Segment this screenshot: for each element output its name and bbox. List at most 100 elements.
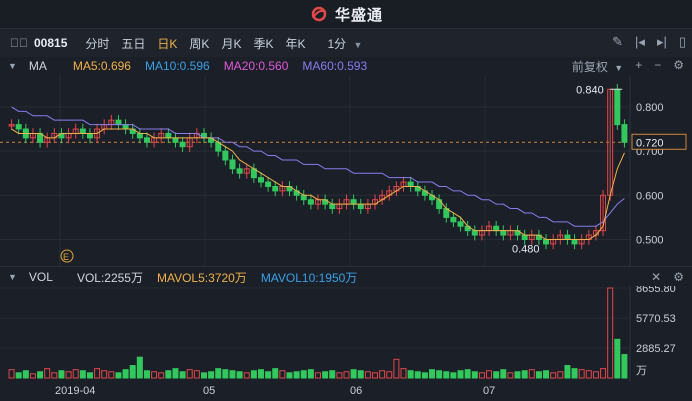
volume-bar	[101, 370, 108, 379]
draw-pencil-icon[interactable]: ✎	[612, 34, 624, 49]
volume-bar	[58, 370, 65, 379]
volume-bar	[550, 372, 557, 379]
volume-bar	[457, 370, 464, 379]
volume-bar	[343, 371, 350, 379]
candle-body	[307, 199, 314, 205]
volume-bar	[386, 371, 393, 379]
prev-stock-icon[interactable]: |◂	[635, 34, 645, 49]
volume-bar	[350, 369, 357, 379]
chart-toolbar: ▯⃒ 00815 分时 五日 日K 周K 月K 季K 年K 1分 ▼ ✎ |◂ …	[0, 28, 692, 58]
volume-bar	[250, 370, 257, 379]
volume-bar	[79, 370, 86, 379]
volume-bar	[486, 370, 493, 379]
volume-bar	[293, 371, 300, 379]
chevron-down-icon: ▼	[614, 62, 624, 73]
volume-bar	[592, 371, 599, 379]
next-stock-icon[interactable]: ▸|	[656, 34, 667, 49]
interval-select[interactable]: 1分 ▼	[327, 35, 362, 52]
collapse-arrow-icon[interactable]: ▼	[8, 272, 17, 282]
volume-bar	[436, 370, 443, 379]
candle-body	[243, 168, 250, 174]
gear-icon[interactable]: ⚙	[673, 270, 684, 284]
candle-body	[265, 181, 272, 187]
volume-bar	[122, 369, 129, 379]
candle-body	[614, 88, 621, 126]
volume-bar	[364, 371, 371, 379]
tab-niank[interactable]: 年K	[285, 36, 306, 51]
volume-bar	[429, 369, 436, 379]
tab-zhouk[interactable]: 周K	[189, 36, 210, 51]
x-tick-label: 07	[483, 385, 495, 397]
candle-body	[79, 128, 86, 134]
volume-bar	[464, 369, 471, 379]
volume-bar	[51, 372, 58, 379]
volume-bar	[336, 372, 343, 379]
adjust-select[interactable]: 前复权 ▼	[572, 58, 623, 75]
volume-bar	[136, 356, 143, 379]
volume-bar	[543, 370, 550, 379]
ma60-line	[11, 106, 625, 227]
ma-indicator-bar: ▼ MA MA5:0.696 MA10:0.596 MA20:0.560 MA6…	[0, 57, 692, 75]
volume-bar	[8, 369, 15, 379]
volume-bar	[65, 371, 72, 379]
vol-name[interactable]: VOL	[28, 270, 53, 284]
app-title: 华盛通	[334, 6, 383, 24]
gear-icon[interactable]: ⚙	[673, 57, 684, 72]
collapse-arrow-icon[interactable]: ▼	[8, 61, 17, 71]
tab-yuek[interactable]: 月K	[221, 36, 242, 51]
volume-bar	[564, 365, 571, 379]
ma10-value: MA10:0.596	[144, 59, 210, 73]
volume-bar	[450, 372, 457, 379]
candle-body	[600, 194, 607, 232]
vol-controls: ✕ ⚙	[651, 270, 684, 284]
minus-icon[interactable]: −	[654, 57, 662, 72]
volume-bar	[44, 368, 51, 379]
price-tick-label: 0.600	[636, 190, 664, 202]
candle-body	[122, 124, 129, 130]
toolbar-actions: ✎ |◂ ▸| ▯	[612, 34, 686, 50]
panel-toggle-icon[interactable]: ▯⃒	[10, 36, 28, 50]
volume-bar	[557, 371, 564, 379]
candle-body	[257, 177, 264, 183]
tab-jik[interactable]: 季K	[253, 36, 274, 51]
volume-bar	[414, 371, 421, 379]
tab-rik[interactable]: 日K	[157, 36, 178, 51]
volume-bar	[37, 371, 44, 379]
volume-bar	[329, 370, 336, 379]
volume-bar	[86, 372, 93, 379]
candle-body	[165, 132, 172, 139]
volume-chart[interactable]: 8655.80 5770.53 2885.27 万 2019-04 05 06 07	[0, 286, 692, 401]
volume-bar	[578, 369, 585, 379]
candle-body	[471, 230, 478, 236]
chevron-down-icon: ▼	[353, 39, 363, 50]
x-tick-label: 2019-04	[55, 385, 95, 397]
candle-body	[179, 141, 186, 148]
volume-bar	[200, 372, 207, 379]
volume-bar	[243, 372, 250, 379]
volume-bar	[72, 369, 79, 379]
volume-bar	[571, 368, 578, 379]
candle-body	[300, 194, 307, 201]
ma20-value: MA20:0.560	[223, 59, 289, 73]
candle-body	[450, 216, 457, 223]
candle-body	[407, 181, 414, 187]
interval-label: 1分	[327, 36, 347, 51]
candle-body	[500, 230, 507, 236]
volume-bar	[257, 369, 264, 379]
low-label: 0.480	[512, 243, 540, 255]
volume-bar	[535, 371, 542, 379]
tab-wuri[interactable]: 五日	[121, 36, 146, 51]
candle-body	[8, 124, 15, 127]
app-header: 华盛通	[0, 0, 692, 28]
candle-body	[272, 185, 279, 192]
close-icon[interactable]: ✕	[651, 270, 662, 284]
add-indicator-icon[interactable]: +	[635, 57, 643, 72]
volume-bar	[222, 369, 229, 379]
volume-bar	[129, 365, 136, 379]
volume-bar	[272, 368, 279, 379]
collapse-panel-icon[interactable]: ▯	[678, 34, 686, 49]
tab-fenshi[interactable]: 分时	[85, 36, 110, 51]
ma-name[interactable]: MA	[28, 59, 47, 73]
volume-bar	[215, 368, 222, 379]
